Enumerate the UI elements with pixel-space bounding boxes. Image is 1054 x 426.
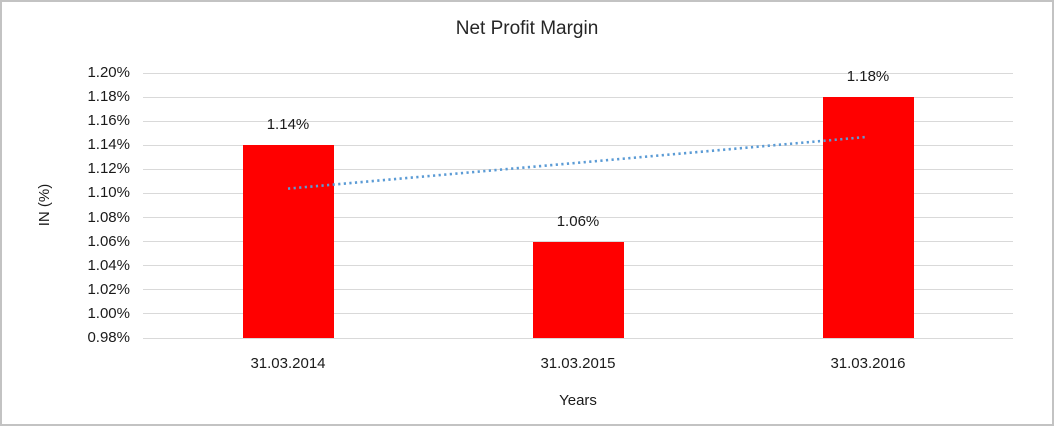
y-tick-label: 1.08%	[87, 208, 130, 226]
bar-data-label: 1.18%	[846, 68, 890, 86]
y-tick-label: 1.12%	[87, 160, 130, 178]
x-tick-label: 31.03.2014	[250, 355, 326, 372]
bar-31.03.2014	[242, 145, 334, 338]
gridline	[143, 144, 1013, 146]
trendline	[287, 135, 869, 190]
y-tick-label: 1.20%	[87, 64, 130, 81]
gridline	[143, 192, 1013, 194]
bar-data-label: 1.14%	[266, 116, 310, 134]
y-tick-label: 0.98%	[87, 329, 130, 346]
bar-data-label: 1.06%	[556, 212, 600, 230]
plot-area: 1.14% 1.06% 1.18%	[143, 68, 1013, 339]
y-tick-label: 1.02%	[87, 280, 130, 298]
chart-title: Net Profit Margin	[455, 18, 599, 39]
y-tick-label: 1.18%	[87, 88, 130, 106]
y-tick-label: 1.16%	[87, 112, 130, 130]
gridline	[143, 168, 1013, 170]
y-tick-label: 1.06%	[87, 232, 130, 250]
trendline-segment	[287, 135, 869, 190]
y-tick-label: 1.04%	[87, 256, 130, 274]
y-tick-label: 1.00%	[87, 304, 130, 322]
gridline	[143, 96, 1013, 98]
gridline	[143, 72, 1013, 74]
x-tick-label: 31.03.2015	[540, 355, 616, 372]
gridline	[143, 337, 1013, 339]
bar-31.03.2016	[822, 97, 914, 338]
bar-31.03.2015	[532, 241, 624, 338]
x-axis-title: Years	[559, 392, 597, 409]
gridline	[143, 241, 1013, 243]
y-tick-label: 1.10%	[87, 184, 130, 202]
x-tick-label: 31.03.2016	[830, 355, 906, 372]
gridline	[143, 217, 1013, 219]
y-tick-label: 1.14%	[87, 136, 130, 154]
gridline	[143, 120, 1013, 122]
